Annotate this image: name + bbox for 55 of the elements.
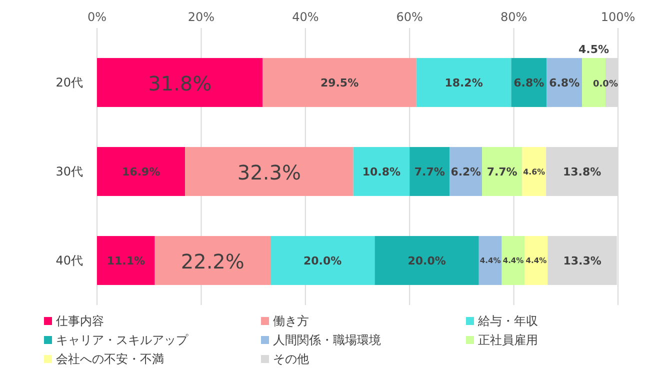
x-tick-label: 60% [396,10,423,24]
bar [154,236,270,285]
legend-label: 給与・年収 [477,314,538,328]
legend-label: キャリア・スキルアップ [56,333,189,347]
data-label: 22.2% [180,250,244,274]
data-label: 13.8% [562,166,602,178]
data-label: 20.0% [304,254,342,268]
data-label: 0.0% [593,80,618,90]
x-tick-label: 80% [500,10,528,24]
bar [97,58,263,107]
bar [97,236,155,285]
bar [502,236,525,285]
bar [97,147,186,196]
data-label: 31.8% [148,72,212,96]
bar [546,58,582,107]
data-label: 13.3% [563,254,602,268]
legend-label: 正社員雇用 [478,333,538,347]
bar [482,147,522,196]
bar [410,147,450,196]
data-label: 29.5% [320,76,359,90]
data-label: 11.1% [106,254,145,268]
bar [511,58,547,107]
x-tick-label: 20% [188,10,215,24]
y-tick-label: 40代 [56,254,83,268]
legend-label: その他 [273,352,309,366]
bar [353,147,410,196]
bar [522,147,546,196]
bar [524,236,548,285]
bar [270,236,375,285]
data-label: 6.2% [450,165,482,178]
legend-label: 人間関係・職場環境 [273,333,381,347]
data-label: 4.5% [578,43,610,56]
legend-label: 会社への不安・不満 [56,352,164,366]
bar [185,147,354,196]
x-tick-label: 100% [600,10,636,24]
bar [450,147,482,196]
x-tick-label: 40% [292,10,319,24]
data-label: 6.8% [514,76,544,90]
legend-label: 仕事内容 [55,314,104,328]
data-label: 10.8% [362,166,401,178]
bar [374,236,479,285]
y-tick-label: 30代 [56,164,83,178]
data-label: 16.9% [122,166,160,178]
bar [416,58,512,107]
data-label: 18.2% [444,76,483,90]
y-tick-label: 20代 [56,76,83,90]
data-label: 32.3% [237,160,301,184]
bar [262,58,416,107]
data-label: 6.8% [549,76,580,90]
legend-label: 働き方 [273,314,309,328]
data-label: 7.7% [414,166,445,178]
x-tick-label: 0% [87,10,107,24]
bar [478,236,502,285]
data-label: 7.7% [486,166,518,178]
data-label: 20.0% [408,254,446,268]
